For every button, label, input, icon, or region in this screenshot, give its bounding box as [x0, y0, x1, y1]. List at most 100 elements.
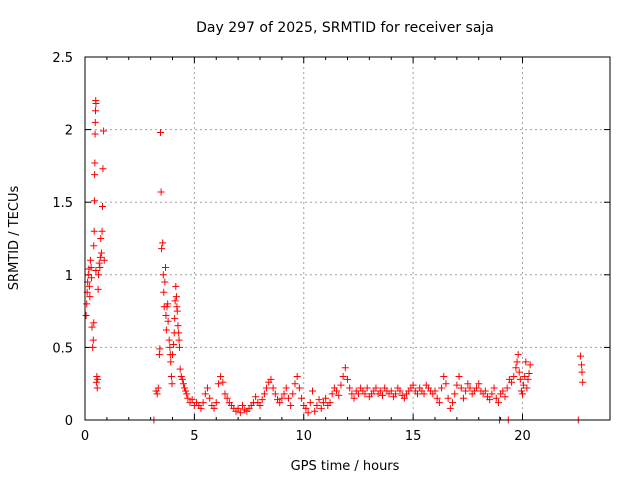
data-point	[83, 300, 91, 308]
data-point	[354, 390, 362, 398]
data-point	[578, 368, 586, 376]
data-point	[157, 188, 165, 196]
data-point	[453, 381, 461, 389]
data-point	[522, 358, 530, 366]
data-point	[182, 387, 190, 395]
data-point	[284, 394, 292, 402]
data-point	[96, 253, 104, 261]
data-point	[210, 404, 218, 412]
data-point	[206, 394, 214, 402]
y-tick-label: 2	[65, 124, 73, 139]
data-point	[512, 364, 520, 372]
data-point	[376, 387, 384, 395]
data-point	[163, 303, 171, 311]
data-point	[166, 343, 174, 351]
data-point	[183, 390, 191, 398]
data-point	[100, 127, 108, 135]
data-point	[309, 387, 316, 395]
data-point	[333, 387, 341, 395]
y-axis-label: SRMTID / TECUs	[7, 186, 22, 291]
data-point	[267, 375, 275, 383]
data-point	[153, 390, 161, 398]
data-point	[175, 336, 183, 344]
data-point	[414, 390, 421, 398]
data-point	[86, 256, 94, 264]
data-point	[346, 384, 354, 392]
data-point	[91, 159, 99, 167]
data-point	[85, 282, 93, 290]
data-point	[175, 329, 183, 337]
data-point	[92, 107, 99, 115]
data-point	[263, 384, 271, 392]
grid	[85, 57, 610, 420]
plot-frame	[84, 56, 611, 421]
data-point	[90, 227, 98, 235]
data-point	[464, 380, 472, 388]
data-point	[197, 404, 205, 412]
data-point	[473, 384, 481, 392]
data-point	[174, 322, 182, 330]
data-point	[97, 249, 105, 257]
data-point	[455, 372, 463, 380]
x-tick-label: 15	[405, 429, 422, 444]
data-point	[481, 387, 489, 395]
data-point	[223, 394, 231, 402]
data-point	[499, 387, 507, 395]
data-point	[156, 345, 164, 353]
x-tick-label: 20	[514, 429, 531, 444]
data-point	[510, 372, 518, 380]
data-point	[89, 336, 97, 344]
data-point	[99, 203, 106, 211]
data-point	[519, 390, 526, 398]
data-point	[361, 390, 369, 398]
data-point	[90, 242, 98, 250]
data-point	[168, 380, 176, 388]
data-point	[457, 384, 465, 392]
data-point	[459, 394, 467, 402]
data-point	[289, 390, 297, 398]
data-point	[466, 384, 474, 392]
data-point	[258, 396, 266, 404]
data-point	[172, 293, 180, 301]
data-point	[93, 384, 101, 392]
x-axis-label: GPS time / hours	[291, 459, 400, 474]
data-point	[315, 396, 323, 404]
data-point	[503, 384, 511, 392]
data-point	[328, 390, 336, 398]
data-point	[475, 380, 483, 388]
data-point	[517, 387, 525, 395]
data-point	[94, 375, 102, 383]
data-point	[440, 372, 448, 380]
data-point	[94, 285, 102, 293]
data-point	[158, 245, 166, 253]
data-point	[160, 288, 168, 296]
data-point	[451, 390, 459, 398]
data-point	[172, 282, 180, 290]
data-point	[486, 396, 494, 404]
data-point	[177, 372, 185, 380]
data-point	[523, 384, 531, 392]
data-point	[319, 399, 327, 407]
data-point	[169, 351, 176, 359]
data-point	[219, 378, 227, 386]
data-point	[100, 256, 108, 264]
data-point	[514, 351, 522, 359]
data-points	[82, 97, 587, 424]
data-point	[431, 387, 439, 395]
data-point	[490, 384, 498, 392]
x-tick-label: 5	[190, 429, 198, 444]
data-point	[508, 378, 516, 386]
data-point	[494, 399, 502, 407]
data-point	[87, 264, 95, 272]
data-point	[179, 380, 187, 388]
data-point	[276, 399, 284, 407]
data-point	[256, 401, 264, 409]
data-point	[221, 390, 229, 398]
data-point	[91, 171, 99, 179]
data-point	[363, 384, 371, 392]
data-point	[280, 390, 288, 398]
data-point	[400, 394, 408, 402]
data-point	[326, 399, 334, 407]
data-point	[204, 384, 211, 392]
